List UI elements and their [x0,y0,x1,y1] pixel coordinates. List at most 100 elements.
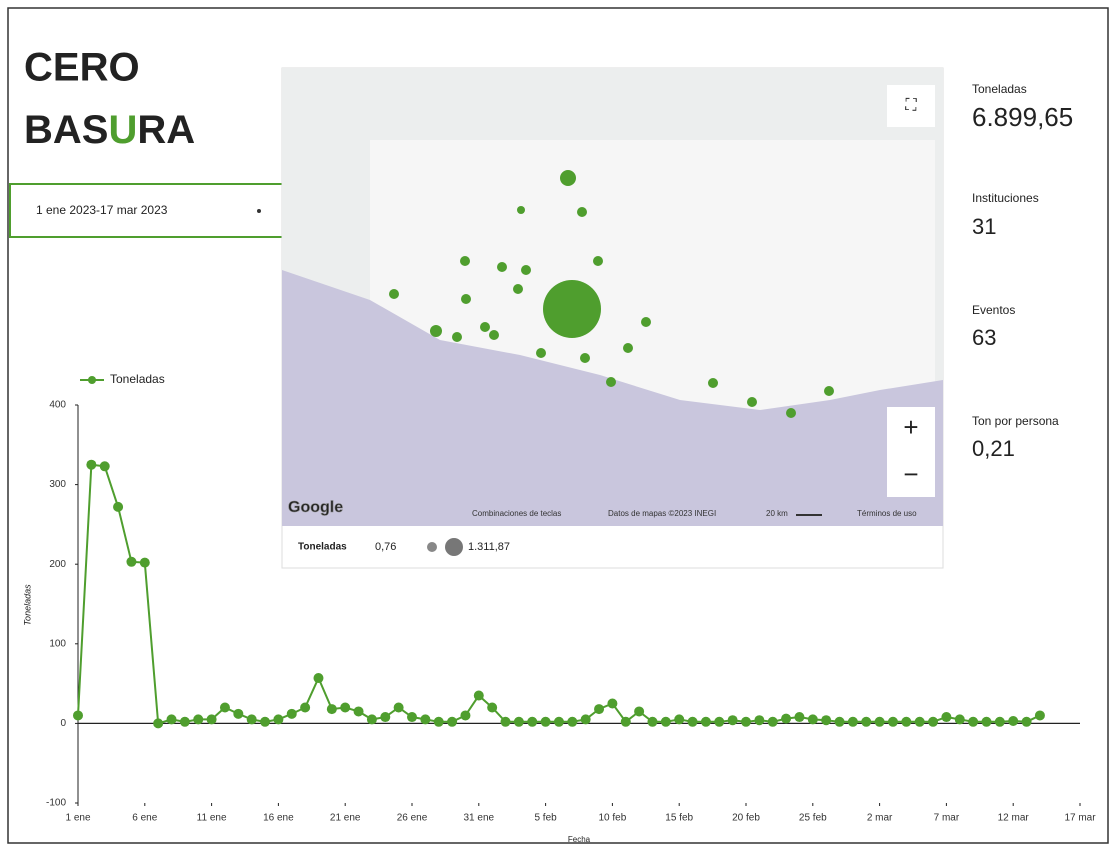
point [861,716,872,727]
x-tick-label: 16 ene [263,813,294,824]
point [821,715,832,726]
point [781,713,792,724]
point [847,716,858,727]
point [233,708,244,719]
y-tick-label: 200 [49,559,66,570]
bubble [513,284,523,294]
map-scale: 20 km [766,509,788,518]
point [553,716,564,727]
point [901,716,912,727]
point [433,716,444,727]
point [500,716,511,727]
point [687,716,698,727]
x-tick-label: 15 feb [665,813,693,824]
point [700,716,711,727]
point [834,716,845,727]
x-tick-label: 12 mar [998,813,1030,824]
x-tick-label: 25 feb [799,813,827,824]
bubble [460,256,470,266]
bubble [641,317,651,327]
point [286,708,297,719]
bubble [497,262,507,272]
point [393,702,404,713]
google-logo: Google [288,499,343,516]
point [981,716,992,727]
x-tick-label: 26 ene [397,813,428,824]
x-tick-label: 17 mar [1064,813,1096,824]
legend-label: Toneladas [110,372,165,386]
y-tick-label: -100 [46,798,66,809]
date-box[interactable] [9,183,289,238]
x-tick-label: 10 feb [598,813,626,824]
point [607,698,618,709]
bubble [577,207,587,217]
x-tick-label: 31 ene [464,813,495,824]
x-tick-label: 1 ene [65,813,90,824]
point [273,714,284,725]
y-tick-label: 100 [49,638,66,649]
fullscreen-icon[interactable]: ⛶ [905,97,917,114]
point [741,716,751,727]
point [153,718,164,729]
point [874,716,885,727]
legend-bubble-small [427,542,437,552]
fullscreen-button[interactable] [887,85,935,127]
x-tick-label: 5 feb [534,813,557,824]
point [714,716,725,727]
date-picker[interactable]: 1 ene 2023-17 mar 2023 [9,183,289,238]
date-range[interactable]: 1 ene 2023-17 mar 2023 [36,203,168,217]
dropdown[interactable] [257,209,261,213]
kpi-label: Eventos [972,303,1015,317]
bubble [786,408,796,418]
point [914,716,925,727]
legend-bubble-large [445,538,463,556]
zoom-out[interactable]: − [903,459,918,489]
bubble [593,256,603,266]
point [1008,716,1019,727]
sea [282,270,943,526]
point [246,714,257,725]
bubble [452,332,462,342]
x-tick-label: 7 mar [934,813,960,824]
point [674,714,685,725]
point [139,557,150,568]
map-terms[interactable]: Términos de uso [857,509,917,518]
point [260,716,271,727]
point [99,461,110,472]
zoom-control[interactable] [887,407,935,497]
bubble [560,170,576,186]
point [460,710,471,721]
bubble [747,397,757,407]
point [206,714,217,725]
bubble [517,206,525,214]
point [407,712,417,723]
point [660,716,671,727]
point [887,716,898,727]
bubble [824,386,834,396]
x-axis-label: Fecha [568,835,591,844]
point [968,716,979,727]
bubble [521,265,531,275]
x-tick-label: 2 mar [867,813,893,824]
kpi-label: Toneladas [972,82,1027,96]
map-attribution: Datos de mapas ©2023 INEGI [608,509,716,518]
bubble [480,322,490,332]
bubble [606,377,616,387]
kpi-value: 0,21 [972,436,1015,461]
point [994,716,1005,727]
point [300,702,311,713]
point [126,556,137,567]
point [113,501,124,512]
map-legend-label: Toneladas [298,542,347,553]
y-tick-label: 0 [60,718,66,729]
map-panel: ⛶ + − Google Combinaciones de teclas Dat… [281,67,944,569]
point [540,716,551,727]
kpi-label: Instituciones [972,191,1039,205]
point [527,716,538,727]
map-shortcuts[interactable]: Combinaciones de teclas [472,509,561,518]
point [620,716,631,727]
zoom-in[interactable]: + [903,412,918,442]
point [1034,710,1045,721]
kpi-label: Ton por persona [972,414,1059,428]
